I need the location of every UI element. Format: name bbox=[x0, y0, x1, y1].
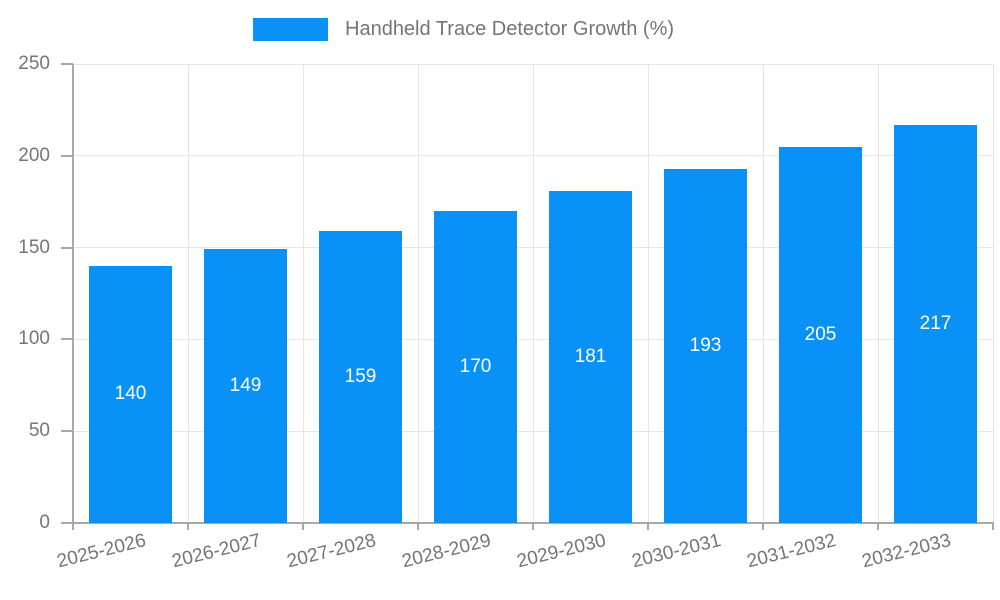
bar-value-label: 217 bbox=[919, 312, 952, 334]
gridline-vertical bbox=[417, 64, 419, 523]
x-axis-tick bbox=[992, 523, 994, 530]
gridline-vertical bbox=[992, 64, 994, 523]
gridline-vertical bbox=[647, 64, 649, 523]
y-axis-tick bbox=[61, 154, 73, 157]
bar[interactable]: 159 bbox=[319, 231, 402, 523]
bar-value-label: 205 bbox=[804, 323, 837, 345]
y-axis-tick-label: 150 bbox=[18, 236, 50, 258]
legend-swatch-icon bbox=[253, 18, 328, 41]
x-axis-tick bbox=[877, 523, 879, 530]
y-axis-tick bbox=[61, 430, 73, 433]
bar-value-label: 149 bbox=[229, 375, 262, 397]
x-axis-tick bbox=[762, 523, 764, 530]
x-axis-tick bbox=[532, 523, 534, 530]
bar-value-label: 159 bbox=[344, 366, 377, 388]
y-axis-tick bbox=[61, 63, 73, 65]
bar[interactable]: 140 bbox=[89, 265, 172, 523]
gridline-vertical bbox=[302, 64, 304, 523]
y-axis-tick bbox=[61, 338, 73, 341]
bar-value-label: 193 bbox=[689, 334, 722, 356]
legend-label: Handheld Trace Detector Growth (%) bbox=[345, 18, 675, 40]
bar[interactable]: 217 bbox=[894, 124, 977, 523]
gridline-vertical bbox=[187, 64, 189, 523]
y-axis-tick bbox=[61, 522, 73, 524]
bar[interactable]: 205 bbox=[779, 146, 862, 523]
gridline-vertical bbox=[532, 64, 534, 523]
y-axis-tick-label: 250 bbox=[18, 53, 50, 74]
bar-value-label: 140 bbox=[114, 383, 147, 405]
gridline-vertical bbox=[877, 64, 879, 523]
y-axis-tick-label: 0 bbox=[39, 512, 50, 533]
bar[interactable]: 181 bbox=[549, 190, 632, 523]
bar-value-label: 181 bbox=[574, 345, 607, 367]
x-axis-tick bbox=[647, 523, 649, 530]
x-axis-tick bbox=[302, 523, 304, 530]
y-axis-tick-label: 200 bbox=[18, 144, 50, 166]
x-axis-tick bbox=[187, 523, 189, 530]
gridline-vertical bbox=[762, 64, 764, 523]
bar-value-label: 170 bbox=[459, 355, 492, 377]
y-axis-tick-label: 50 bbox=[28, 420, 50, 442]
x-axis-tick bbox=[72, 523, 74, 530]
x-axis-tick bbox=[417, 523, 419, 530]
bar[interactable]: 193 bbox=[664, 168, 747, 523]
y-axis-tick bbox=[61, 246, 73, 249]
bar[interactable]: 149 bbox=[204, 249, 287, 523]
y-axis-line bbox=[72, 64, 74, 523]
bar[interactable]: 170 bbox=[434, 210, 517, 523]
legend-item[interactable]: Handheld Trace Detector Growth (%) bbox=[253, 18, 674, 41]
y-axis-tick-label: 100 bbox=[18, 328, 50, 350]
